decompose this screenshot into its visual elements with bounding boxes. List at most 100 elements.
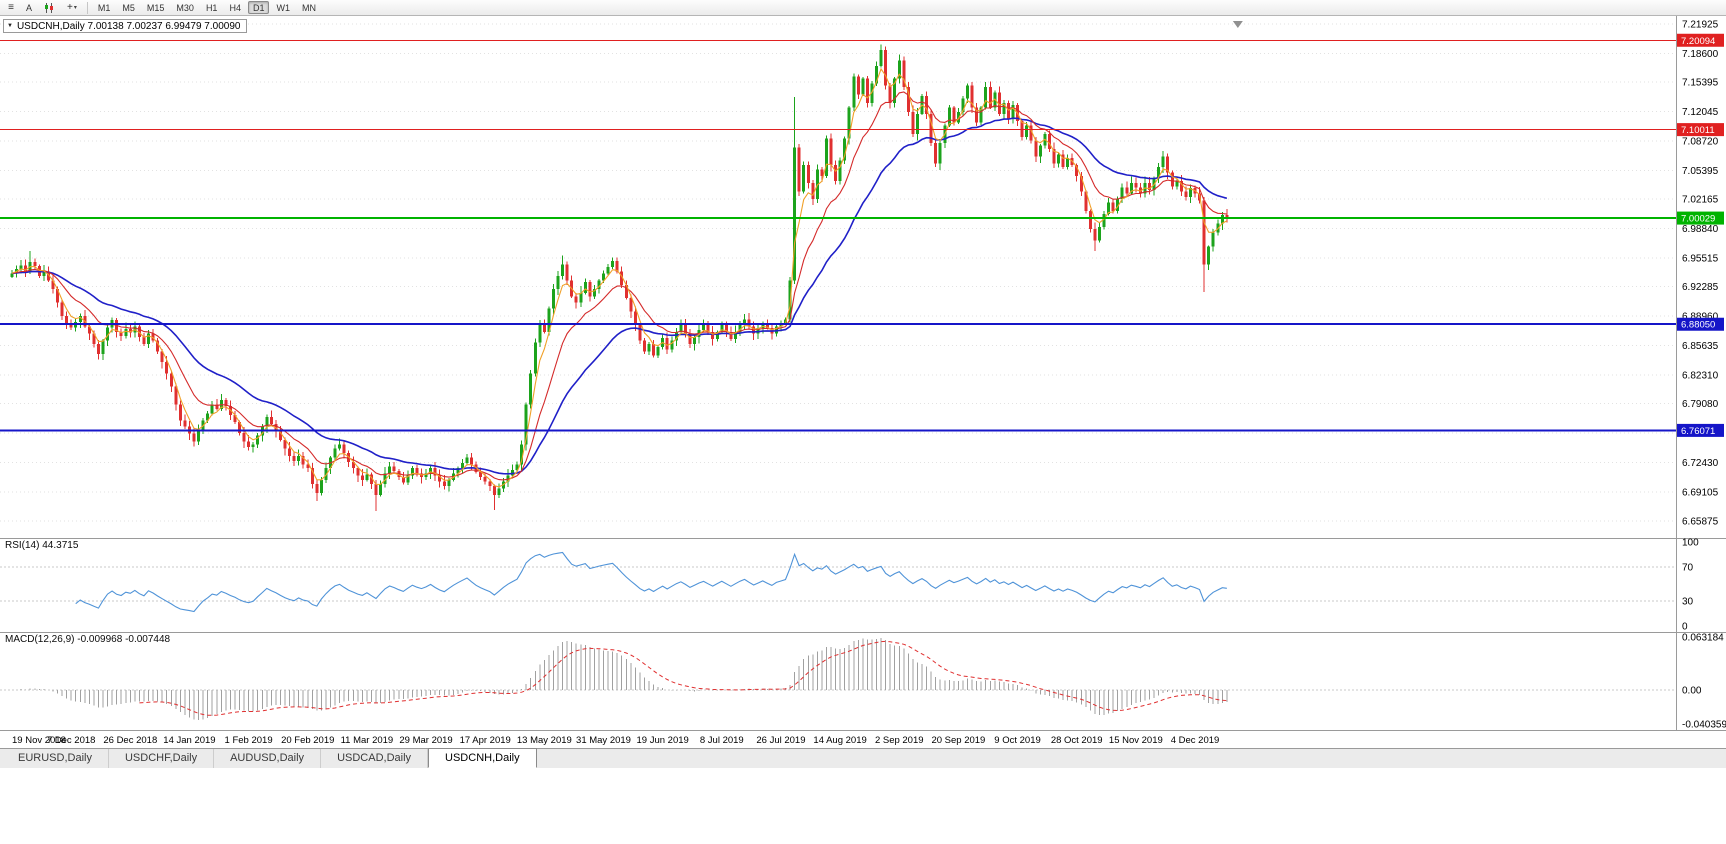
svg-text:6.85635: 6.85635 [1682, 341, 1719, 352]
svg-text:7.18600: 7.18600 [1682, 49, 1719, 60]
chart-area: 7.21925 7.18600 7.15395 7.12045 7.08720 7.053… [0, 16, 1726, 748]
macd-histogram [16, 637, 1228, 721]
svg-text:28 Oct 2019: 28 Oct 2019 [1051, 735, 1103, 746]
svg-text:7.00029: 7.00029 [1681, 214, 1715, 225]
menu-icon[interactable]: ≡ [8, 2, 14, 13]
svg-text:6.88050: 6.88050 [1681, 320, 1715, 331]
chart-canvas[interactable]: 7.21925 7.18600 7.15395 7.12045 7.08720 7.053… [0, 16, 1726, 748]
svg-text:70: 70 [1682, 563, 1694, 574]
svg-text:6.72430: 6.72430 [1682, 458, 1719, 469]
macd-signal-line [139, 640, 1227, 716]
ema-slow-line [11, 117, 1228, 475]
ema-fast-line [11, 67, 1228, 488]
timeframe-m1-button[interactable]: M1 [97, 2, 111, 13]
bottom-filler [0, 768, 1726, 844]
ema-mid-line [11, 91, 1227, 481]
svg-text:7.15395: 7.15395 [1682, 77, 1719, 88]
svg-text:4 Dec 2019: 4 Dec 2019 [1171, 735, 1220, 746]
tab-usdchf-daily[interactable]: USDCHF,Daily [109, 749, 215, 768]
svg-text:26 Dec 2018: 26 Dec 2018 [103, 735, 157, 746]
rsi-pane: 100 70 30 0 [0, 538, 1699, 633]
symbol-info-box[interactable]: ▼ USDCNH,Daily 7.00138 7.00237 6.99479 7… [3, 19, 248, 33]
tab-eurusd-daily[interactable]: EURUSD,Daily [2, 749, 109, 768]
horizontal-levels [0, 39, 1676, 432]
svg-text:6.92285: 6.92285 [1682, 282, 1719, 293]
svg-text:11 Mar 2019: 11 Mar 2019 [341, 735, 394, 746]
svg-text:19 Nov 2018: 19 Nov 2018 [12, 735, 66, 746]
svg-text:14 Jan 2019: 14 Jan 2019 [163, 735, 215, 746]
svg-text:20 Feb 2019: 20 Feb 2019 [281, 735, 334, 746]
svg-text:6.88960: 6.88960 [1682, 312, 1719, 323]
svg-text:0: 0 [1682, 622, 1688, 633]
caret-down-icon: ▾ [73, 5, 77, 11]
svg-text:7.05395: 7.05395 [1682, 166, 1719, 177]
svg-text:2 Sep 2019: 2 Sep 2019 [875, 735, 924, 746]
svg-text:-0.040359: -0.040359 [1682, 720, 1726, 731]
svg-text:7.08720: 7.08720 [1682, 137, 1719, 148]
svg-text:0.063184: 0.063184 [1682, 633, 1724, 644]
svg-text:6.69105: 6.69105 [1682, 488, 1719, 499]
svg-text:17 Apr 2019: 17 Apr 2019 [460, 735, 511, 746]
tab-usdcnh-daily[interactable]: USDCNH,Daily [428, 748, 537, 768]
svg-text:1 Feb 2019: 1 Feb 2019 [225, 735, 273, 746]
timeframe-m15-button[interactable]: M15 [146, 2, 165, 13]
svg-text:26 Jul 2019: 26 Jul 2019 [756, 735, 805, 746]
main-toolbar: ≡ A + ▾ M1 M5 M15 M30 H1 H4 D1 W1 MN [0, 0, 1726, 16]
chart-tab-bar: EURUSD,Daily USDCHF,Daily AUDUSD,Daily U… [0, 748, 1726, 768]
macd-pane: 0.063184 0.00 -0.040359 [0, 633, 1726, 731]
svg-text:6.98840: 6.98840 [1682, 224, 1719, 235]
auto-arrange-button[interactable]: A [26, 2, 33, 13]
svg-text:100: 100 [1682, 538, 1699, 549]
svg-text:9 Oct 2019: 9 Oct 2019 [994, 735, 1040, 746]
svg-text:7.21925: 7.21925 [1682, 20, 1719, 31]
timeframe-m30-button[interactable]: M30 [176, 2, 194, 13]
svg-text:29 Mar 2019: 29 Mar 2019 [399, 735, 452, 746]
price-line-tag: 7.00029 [1677, 211, 1724, 225]
svg-text:19 Jun 2019: 19 Jun 2019 [637, 735, 689, 746]
symbol-ohlc-text: USDCNH,Daily 7.00138 7.00237 6.99479 7.0… [16, 20, 241, 32]
chart-type-icon[interactable] [39, 1, 60, 14]
svg-text:6.95515: 6.95515 [1682, 254, 1719, 265]
macd-indicator-label: MACD(12,26,9) -0.009968 -0.007448 [5, 634, 171, 645]
timeframe-d1-button[interactable]: D1 [247, 1, 270, 14]
price-axis: 7.21925 7.18600 7.15395 7.12045 7.08720 7.053… [1682, 20, 1719, 528]
svg-text:6.79080: 6.79080 [1682, 399, 1719, 410]
svg-text:13 May 2019: 13 May 2019 [517, 735, 572, 746]
candlestick-glyph [45, 2, 54, 13]
price-gridlines [0, 23, 1676, 522]
svg-text:0.00: 0.00 [1682, 686, 1702, 697]
timeframe-h1-button[interactable]: H1 [205, 2, 218, 13]
svg-text:7.12045: 7.12045 [1682, 107, 1719, 118]
candlestick-series [10, 44, 1229, 511]
crosshair-icon[interactable]: + ▾ [67, 2, 77, 13]
price-line-tag: 7.10011 [1677, 123, 1724, 137]
svg-text:6.82310: 6.82310 [1682, 371, 1719, 382]
svg-text:6.76071: 6.76071 [1681, 426, 1715, 437]
shift-marker-icon [1232, 21, 1243, 28]
svg-text:14 Aug 2019: 14 Aug 2019 [813, 735, 866, 746]
svg-text:7.20094: 7.20094 [1681, 36, 1715, 47]
moving-averages [11, 67, 1228, 488]
svg-text:20 Sep 2019: 20 Sep 2019 [931, 735, 985, 746]
timeframe-mn-button[interactable]: MN [301, 2, 316, 13]
svg-text:7.10011: 7.10011 [1681, 125, 1715, 136]
svg-text:15 Nov 2019: 15 Nov 2019 [1109, 735, 1163, 746]
svg-text:31 May 2019: 31 May 2019 [576, 735, 631, 746]
rsi-line [75, 551, 1227, 613]
timeframe-m5-button[interactable]: M5 [122, 2, 135, 13]
toolbar-separator [86, 1, 88, 14]
svg-text:7.02165: 7.02165 [1682, 195, 1719, 206]
rsi-indicator-label: RSI(14) 44.3715 [5, 540, 79, 551]
tab-audusd-daily[interactable]: AUDUSD,Daily [214, 749, 322, 768]
price-line-tag: 6.76071 [1677, 423, 1724, 437]
svg-text:7 Dec 2018: 7 Dec 2018 [47, 735, 96, 746]
svg-text:8 Jul 2019: 8 Jul 2019 [700, 735, 744, 746]
timeframe-w1-button[interactable]: W1 [276, 2, 290, 13]
price-line-tag: 6.88050 [1677, 317, 1724, 331]
svg-text:6.65875: 6.65875 [1682, 516, 1719, 527]
timeframe-h4-button[interactable]: H4 [229, 2, 241, 13]
svg-text:30: 30 [1682, 596, 1694, 607]
tab-usdcad-daily[interactable]: USDCAD,Daily [321, 749, 429, 768]
expand-triangle-icon: ▼ [7, 23, 13, 29]
